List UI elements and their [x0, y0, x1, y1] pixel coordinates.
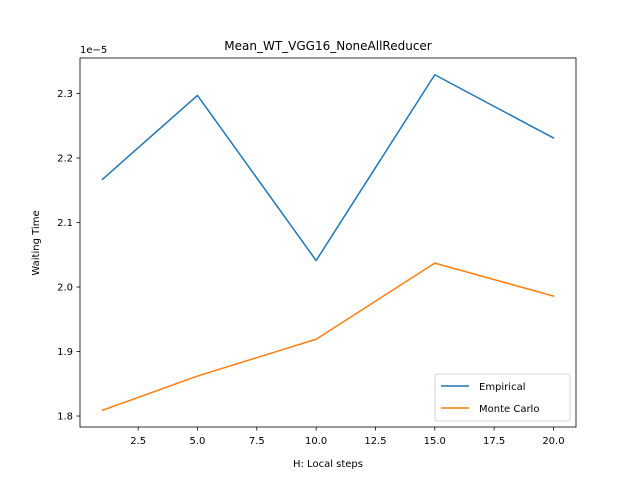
x-tick-label: 7.5: [249, 436, 265, 447]
y-tick-label: 2.3: [57, 89, 73, 100]
x-axis-ticks: 2.5 5.0 7.5 10.0 12.5 15.0 17.5 20.0: [130, 427, 565, 447]
y-offset-label: 1e−5: [80, 45, 107, 56]
series-line-empirical: [101, 74, 555, 262]
y-tick-label: 2.0: [57, 283, 73, 294]
y-axis-label: Waiting Time: [31, 210, 42, 275]
x-tick-label: 2.5: [130, 436, 146, 447]
x-tick-label: 10.0: [305, 436, 327, 447]
y-axis-ticks: 1.8 1.9 2.0 2.1 2.2 2.3: [57, 89, 80, 423]
x-axis-label: H: Local steps: [293, 459, 363, 470]
y-tick-label: 2.1: [57, 218, 73, 229]
legend: Empirical Monte Carlo: [434, 373, 571, 422]
legend-label-empirical: Empirical: [479, 382, 525, 393]
x-tick-label: 12.5: [364, 436, 386, 447]
y-tick-label: 1.8: [57, 412, 73, 423]
y-tick-label: 2.2: [57, 153, 73, 164]
y-tick-label: 1.9: [57, 347, 73, 358]
x-tick-label: 5.0: [190, 436, 206, 447]
series-layer: [101, 74, 555, 412]
series-line-monte-carlo: [101, 262, 555, 412]
chart-title: Mean_WT_VGG16_NoneAllReducer: [224, 39, 432, 53]
legend-label-monte-carlo: Monte Carlo: [479, 404, 539, 415]
plot-frame: [79, 57, 577, 428]
x-tick-label: 17.5: [483, 436, 505, 447]
x-tick-label: 15.0: [424, 436, 446, 447]
x-tick-label: 20.0: [542, 436, 564, 447]
